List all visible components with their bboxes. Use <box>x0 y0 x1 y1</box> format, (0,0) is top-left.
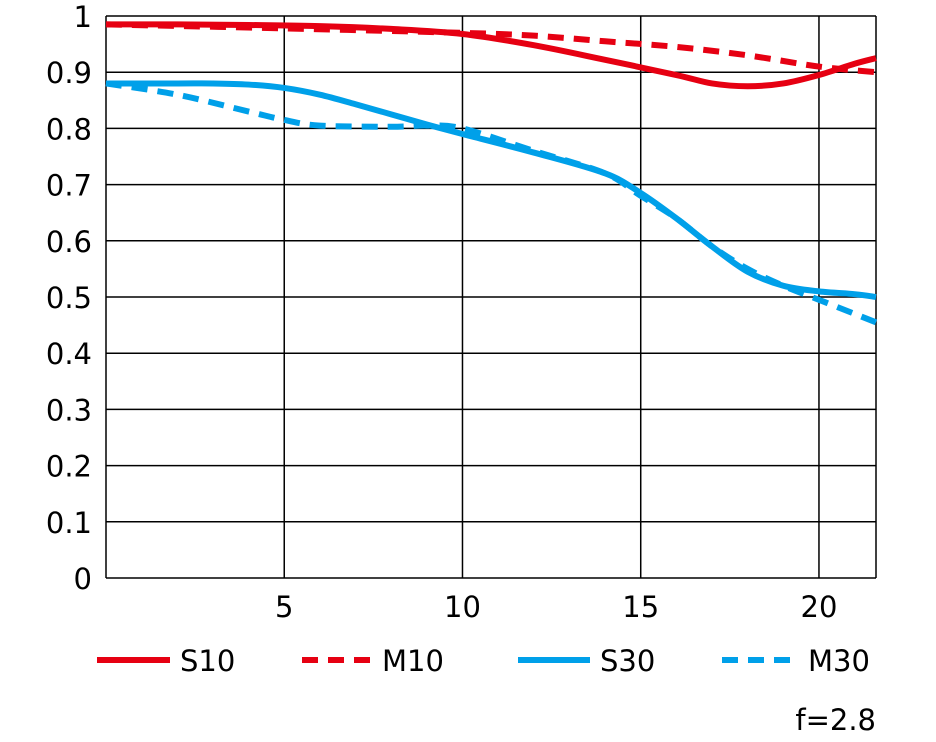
y-tick-label: 0.9 <box>46 56 92 90</box>
y-tick-labels: 0 0.1 0.2 0.3 0.4 0.5 0.6 0.7 0.8 0.9 1 <box>46 0 92 596</box>
y-tick-label: 0.7 <box>46 169 92 203</box>
y-tick-label: 0.4 <box>46 337 92 371</box>
y-tick-label: 0.2 <box>46 450 92 484</box>
x-tick-label: 20 <box>801 590 838 624</box>
series-lines <box>105 21 878 326</box>
legend-label-s10: S10 <box>180 644 235 678</box>
series-line-s10 <box>105 21 877 90</box>
y-tick-label: 0.6 <box>46 225 92 259</box>
legend: S10 M10 S30 M30 <box>97 644 870 678</box>
y-tick-label: 0 <box>74 562 92 596</box>
x-tick-label: 5 <box>275 590 293 624</box>
x-tick-labels: 5 10 15 20 <box>275 590 837 624</box>
legend-label-m10: M10 <box>382 644 444 678</box>
y-tick-label: 0.8 <box>46 112 92 146</box>
series-line-m10 <box>105 21 877 76</box>
series-line-m30 <box>105 80 878 326</box>
series-line-s30 <box>105 80 877 300</box>
legend-label-m30: M30 <box>808 644 870 678</box>
y-tick-label: 0.5 <box>46 281 92 315</box>
y-tick-label: 0.1 <box>46 506 92 540</box>
y-tick-label: 1 <box>74 0 92 34</box>
grid <box>105 15 877 579</box>
aperture-annotation: f=2.8 <box>795 703 876 737</box>
x-tick-label: 10 <box>444 590 481 624</box>
legend-label-s30: S30 <box>600 644 655 678</box>
x-tick-label: 15 <box>622 590 659 624</box>
y-tick-label: 0.3 <box>46 393 92 427</box>
